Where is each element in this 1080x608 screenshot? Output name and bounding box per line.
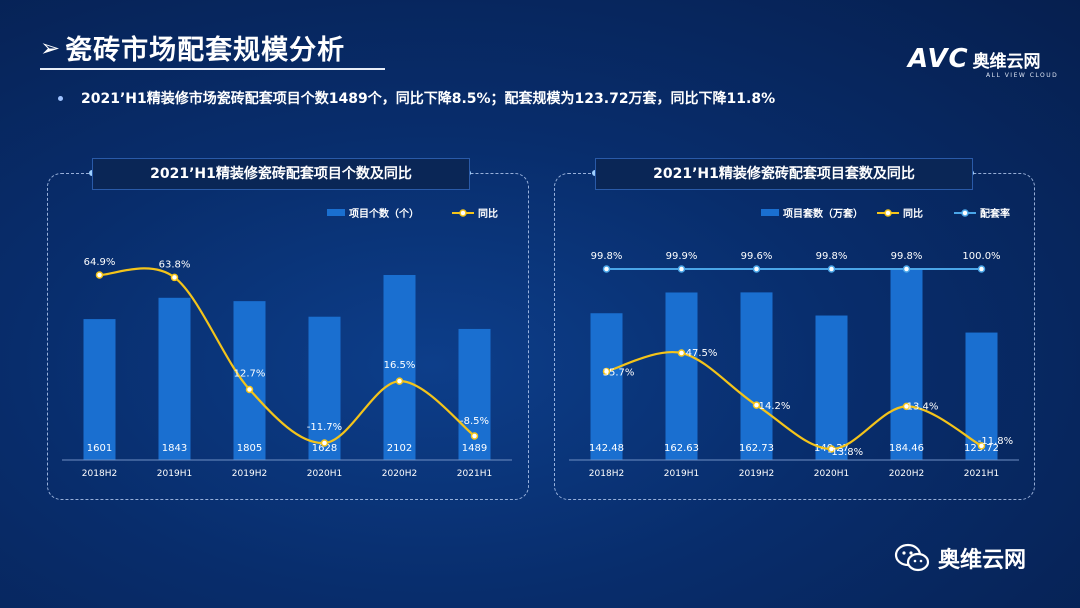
footer-brand: 奥维云网 — [894, 542, 1026, 574]
bar-value-label: 1489 — [462, 443, 487, 454]
bar-value-label: 1805 — [237, 443, 262, 454]
bar — [815, 315, 848, 460]
bar-value-label: 2102 — [387, 443, 412, 454]
x-tick-label: 2020H2 — [889, 469, 924, 479]
yoy-point — [170, 273, 179, 282]
bar — [665, 292, 698, 460]
legend-label: 项目套数（万套） — [783, 207, 863, 220]
bar — [740, 292, 773, 460]
rate-label: 100.0% — [962, 251, 1000, 262]
chart-title-sets: 2021’H1精装修瓷砖配套项目套数及同比 — [595, 158, 973, 190]
x-tick-label: 2019H2 — [739, 469, 774, 479]
footer-brand-text: 奥维云网 — [938, 548, 1027, 573]
bar — [233, 301, 266, 460]
legend-label: 同比 — [903, 207, 923, 220]
rate-point — [677, 265, 686, 273]
yoy-label: 16.5% — [384, 360, 416, 371]
yoy-point — [320, 439, 329, 447]
legend-label: 项目个数（个） — [349, 207, 419, 220]
brand-logo: AVC 奥维云网 ALL VIEW CLOUD — [908, 44, 1058, 79]
rate-label: 99.8% — [891, 251, 923, 262]
bar-value-label: 1628 — [312, 443, 337, 454]
yoy-point — [602, 367, 611, 376]
bar-value-label: 162.73 — [739, 443, 774, 454]
x-tick-label: 2019H1 — [664, 469, 699, 479]
yoy-label: -11.8% — [978, 436, 1013, 447]
wechat-icon — [894, 543, 930, 572]
bar — [308, 316, 341, 460]
yoy-label: 47.5% — [686, 348, 718, 359]
yoy-point — [827, 445, 836, 453]
yoy-point — [245, 385, 254, 394]
title-underline — [40, 68, 385, 70]
yoy-point — [395, 377, 404, 385]
rate-point — [977, 265, 986, 273]
logo-avc-text: AVC — [908, 44, 969, 74]
x-tick-label: 2021H1 — [964, 469, 999, 479]
x-tick-label: 2020H1 — [307, 469, 342, 479]
legend-label: 配套率 — [980, 207, 1010, 220]
logo-sub-text: ALL VIEW CLOUD — [986, 72, 1059, 79]
rate-point — [827, 265, 836, 273]
bar-value-label: 184.46 — [889, 443, 924, 454]
chart-count: 项目个数（个） 同比 1601 1843 1805 1628 2102 1489 2018H2 2… — [62, 207, 512, 479]
bar — [458, 328, 491, 460]
yoy-label: 14.2% — [759, 401, 791, 412]
yoy-point — [752, 401, 761, 409]
x-tick-label: 2021H1 — [457, 469, 492, 479]
bar — [890, 270, 923, 460]
bar — [83, 319, 116, 460]
rate-label: 99.8% — [816, 251, 848, 262]
bar — [158, 297, 191, 460]
bar-value-label: 142.48 — [589, 443, 624, 454]
legend-swatch-bar — [761, 209, 779, 216]
yoy-label: 63.8% — [159, 259, 191, 270]
yoy-label: -8.5% — [460, 416, 489, 427]
x-tick-label: 2020H2 — [382, 469, 417, 479]
x-tick-label: 2018H2 — [589, 469, 624, 479]
bar — [590, 313, 623, 460]
legend-swatch-bar — [327, 209, 345, 216]
summary-bullet: 2021’H1精装修市场瓷砖配套项目个数1489个，同比下降8.5%；配套规模为… — [58, 88, 775, 108]
chart-title-count: 2021’H1精装修瓷砖配套项目个数及同比 — [92, 158, 470, 190]
rate-point — [752, 265, 761, 273]
yoy-point — [902, 402, 911, 411]
legend-swatch-marker — [459, 209, 467, 217]
legend-swatch-marker — [884, 209, 892, 217]
yoy-point — [95, 271, 104, 279]
legend-swatch-marker — [961, 209, 969, 217]
legend-label: 同比 — [478, 207, 498, 220]
bar-value-label: 1601 — [87, 443, 112, 454]
rate-point — [602, 265, 611, 273]
page-title: ➢ 瓷砖市场配套规模分析 — [40, 28, 345, 67]
yoy-label: 64.9% — [84, 257, 116, 268]
yoy-line — [99, 267, 476, 445]
rate-label: 99.8% — [591, 251, 623, 262]
yoy-point — [470, 432, 479, 440]
yoy-line — [606, 350, 983, 451]
yoy-point — [677, 349, 686, 357]
rate-point — [902, 265, 911, 273]
yoy-label: -13.8% — [828, 447, 863, 458]
bullet-dot-icon — [58, 95, 63, 101]
yoy-label: 35.7% — [603, 367, 635, 378]
x-tick-label: 2019H1 — [157, 469, 192, 479]
x-tick-label: 2019H2 — [232, 469, 267, 479]
yoy-label: 13.4% — [907, 401, 939, 412]
bar-value-label: 162.63 — [664, 443, 699, 454]
x-tick-label: 2018H2 — [82, 469, 117, 479]
bar — [383, 275, 416, 460]
summary-text: 2021’H1精装修市场瓷砖配套项目个数1489个，同比下降8.5%；配套规模为… — [81, 91, 776, 107]
rate-label: 99.6% — [741, 251, 773, 262]
page-title-text: 瓷砖市场配套规模分析 — [65, 35, 346, 66]
bar-value-label: 1843 — [162, 443, 187, 454]
chart-sets: 项目套数（万套）同比配套率142.48162.63162.73140.27184… — [569, 207, 1019, 479]
title-arrow-icon: ➢ — [40, 33, 62, 62]
yoy-label: -11.7% — [307, 422, 342, 433]
yoy-point — [977, 442, 986, 450]
yoy-label: 12.7% — [234, 368, 266, 379]
logo-cn-text: 奥维云网 — [972, 51, 1041, 72]
rate-label: 99.9% — [666, 251, 698, 262]
x-tick-label: 2020H1 — [814, 469, 849, 479]
